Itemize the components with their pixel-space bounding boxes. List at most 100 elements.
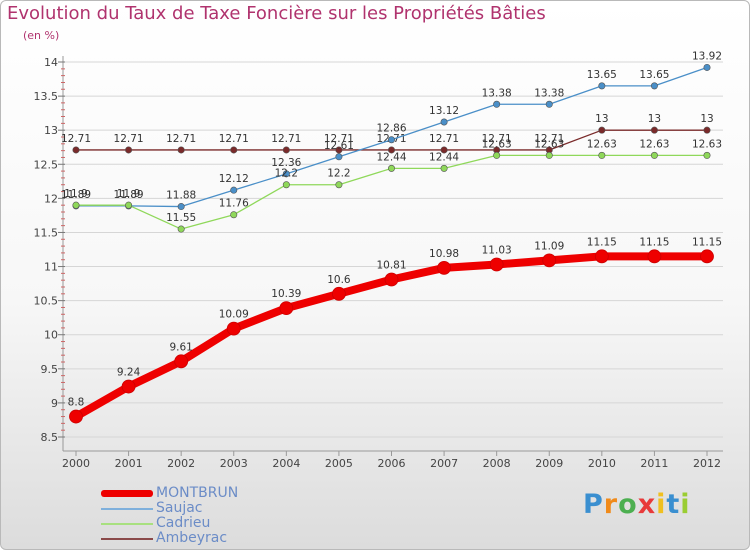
data-point-ambeyrac	[72, 146, 80, 154]
legend-label: Ambeyrac	[156, 530, 228, 546]
y-tick-label: 12.5	[34, 158, 59, 171]
logo-letter: i	[656, 489, 667, 520]
data-label-cadrieu: 12.63	[639, 138, 669, 150]
series-saujac: 11.89 11.89 11.88 12.12 12.36 12.61 12.86 13.12…	[61, 50, 722, 211]
data-label-ambeyrac: 12.71	[114, 133, 144, 145]
data-point-montbrun	[594, 249, 609, 264]
data-label-montbrun: 11.15	[639, 236, 669, 248]
data-point-ambeyrac	[440, 146, 448, 154]
logo-letter: o	[618, 489, 638, 520]
data-point-montbrun	[700, 249, 714, 264]
data-label-montbrun: 11.15	[692, 236, 722, 248]
data-point-cadrieu	[598, 151, 606, 159]
x-tick-label: 2002	[167, 457, 195, 470]
data-label-cadrieu: 12.63	[482, 138, 512, 150]
data-label-montbrun: 10.6	[327, 274, 351, 286]
series-montbrun: 8.8 9.24 9.61 10.09 10.39 10.6 10.81 10.98 11.03…	[68, 236, 722, 424]
data-label-cadrieu: 12.63	[692, 138, 722, 150]
data-point-cadrieu	[440, 164, 448, 172]
data-label-cadrieu: 12.63	[587, 138, 617, 150]
data-point-saujac	[598, 82, 606, 90]
x-tick-label: 2001	[115, 457, 143, 470]
data-label-saujac: 12.36	[271, 157, 301, 169]
y-tick-label: 12	[44, 192, 58, 205]
y-tick-label: 13	[44, 124, 58, 137]
data-label-ambeyrac: 12.71	[271, 133, 301, 145]
legend-swatch	[101, 508, 153, 510]
legend-label: Cadrieu	[156, 515, 211, 531]
data-point-montbrun	[69, 409, 83, 424]
data-label-saujac: 11.89	[114, 189, 144, 201]
data-point-saujac	[177, 203, 185, 211]
series-cadrieu: 11.9 11.9 11.55 11.76 12.2 12.2 12.44 12.44 12.6…	[64, 138, 722, 233]
data-label-saujac: 13.38	[534, 87, 564, 99]
data-point-cadrieu	[282, 181, 290, 189]
data-point-ambeyrac	[598, 126, 606, 134]
y-tick-label: 11	[44, 261, 58, 274]
data-label-ambeyrac: 12.71	[429, 133, 459, 145]
y-tick-label: 13.5	[34, 90, 59, 103]
legend-label: MONTBRUN	[156, 485, 239, 501]
proxiti-logo: Proxiti	[583, 489, 691, 520]
x-tick-label: 2005	[325, 457, 353, 470]
data-label-montbrun: 10.09	[219, 309, 249, 321]
data-label-montbrun: 9.24	[117, 367, 141, 379]
data-point-saujac	[282, 170, 290, 178]
data-point-montbrun	[174, 354, 189, 369]
data-point-ambeyrac	[125, 146, 133, 154]
logo-letter: x	[637, 489, 657, 520]
logo-letter: r	[603, 489, 619, 520]
data-label-cadrieu: 11.9	[117, 188, 140, 200]
data-point-saujac	[335, 153, 343, 161]
data-label-montbrun: 9.61	[169, 341, 192, 353]
data-point-montbrun	[437, 261, 451, 275]
data-label-cadrieu: 12.2	[275, 168, 298, 180]
data-point-montbrun	[647, 249, 662, 264]
data-label-ambeyrac: 12.71	[219, 133, 249, 145]
y-tick-label: 8.5	[41, 431, 59, 444]
data-point-cadrieu	[650, 151, 658, 159]
x-tick-label: 2007	[430, 457, 458, 470]
data-point-cadrieu	[703, 151, 711, 159]
y-tick-label: 14	[44, 56, 58, 69]
data-label-ambeyrac: 13	[648, 113, 661, 125]
data-point-montbrun	[384, 272, 399, 287]
data-label-cadrieu: 11.55	[166, 212, 196, 224]
data-point-cadrieu	[387, 164, 395, 172]
data-label-cadrieu: 12.44	[376, 151, 406, 163]
data-point-ambeyrac	[703, 126, 711, 134]
data-point-saujac	[703, 63, 711, 71]
data-label-ambeyrac: 12.71	[534, 133, 564, 145]
x-tick-label: 2006	[378, 457, 406, 470]
data-point-saujac	[230, 186, 238, 194]
x-tick-label: 2012	[693, 457, 721, 470]
data-label-cadrieu: 12.2	[327, 168, 350, 180]
data-point-saujac	[545, 100, 553, 108]
data-point-ambeyrac	[230, 146, 238, 154]
data-label-ambeyrac: 13	[700, 113, 713, 125]
y-tick-label: 9.5	[41, 363, 59, 376]
data-label-saujac: 11.89	[61, 189, 91, 201]
data-point-ambeyrac	[650, 126, 658, 134]
y-tick-label: 11.5	[34, 226, 59, 239]
data-label-ambeyrac: 12.71	[61, 133, 91, 145]
data-point-saujac	[387, 136, 395, 144]
data-label-ambeyrac: 13	[595, 113, 608, 125]
data-point-montbrun	[121, 379, 136, 394]
y-tick-label: 10.5	[34, 295, 59, 308]
data-point-ambeyrac	[282, 146, 290, 154]
x-tick-label: 2011	[640, 457, 668, 470]
legend-label: Saujac	[156, 500, 203, 516]
data-label-montbrun: 10.98	[429, 248, 459, 260]
data-point-cadrieu	[72, 201, 80, 209]
data-point-saujac	[440, 118, 448, 126]
data-point-cadrieu	[335, 181, 343, 189]
data-label-ambeyrac: 12.71	[482, 133, 512, 145]
data-label-cadrieu: 11.9	[64, 188, 87, 200]
data-label-montbrun: 10.39	[271, 288, 301, 300]
data-label-ambeyrac: 12.71	[166, 133, 196, 145]
data-point-montbrun	[226, 321, 241, 336]
data-label-saujac: 13.12	[429, 105, 459, 117]
x-tick-label: 2004	[272, 457, 300, 470]
